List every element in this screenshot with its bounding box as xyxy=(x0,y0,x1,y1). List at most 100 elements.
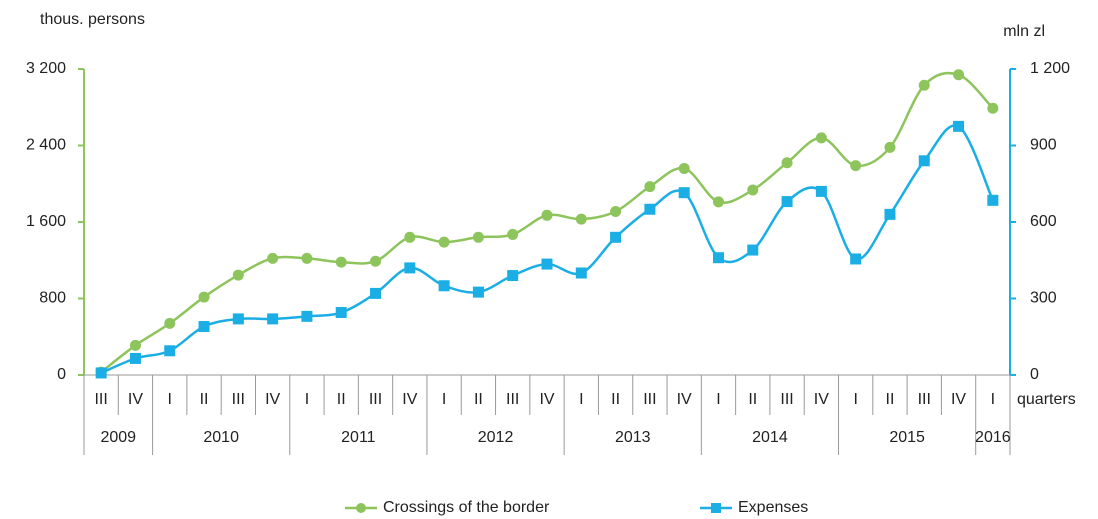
y-tick-label: 1 600 xyxy=(26,213,66,230)
point xyxy=(541,209,553,221)
x-tick-label: III xyxy=(506,391,519,408)
point xyxy=(198,321,210,333)
point xyxy=(884,141,896,153)
point xyxy=(507,270,519,282)
x-tick-label: IV xyxy=(677,391,692,408)
point xyxy=(232,313,244,325)
y-tick-label: 800 xyxy=(39,290,66,307)
x-tick-label: IV xyxy=(814,391,829,408)
point xyxy=(164,345,176,357)
x-tick-label: I xyxy=(305,391,309,408)
point xyxy=(129,352,141,364)
point xyxy=(815,185,827,197)
point xyxy=(850,253,862,265)
point xyxy=(438,236,450,248)
legend-label: Crossings of the border xyxy=(383,499,550,516)
x-tick-label: II xyxy=(611,391,620,408)
point xyxy=(472,231,484,243)
year-label: 2009 xyxy=(100,429,136,446)
year-label: 2013 xyxy=(615,429,651,446)
year-label: 2012 xyxy=(478,429,514,446)
point xyxy=(335,307,347,319)
point xyxy=(815,132,827,144)
x-tick-label: II xyxy=(748,391,757,408)
x-tick-label: III xyxy=(94,391,107,408)
legend-label: Expenses xyxy=(738,499,808,516)
x-tick-label: III xyxy=(232,391,245,408)
x-tick-label: II xyxy=(337,391,346,408)
legend-marker xyxy=(356,503,366,513)
x-tick-label: III xyxy=(918,391,931,408)
point xyxy=(335,256,347,268)
y2-tick-label: 600 xyxy=(1030,213,1057,230)
point xyxy=(678,162,690,174)
point xyxy=(987,194,999,206)
x-tick-label: II xyxy=(886,391,895,408)
y-tick-label: 2 400 xyxy=(26,137,66,154)
x-tick-label: IV xyxy=(951,391,966,408)
point xyxy=(781,157,793,169)
year-label: 2010 xyxy=(203,429,239,446)
x-tick-label: IV xyxy=(402,391,417,408)
y-tick-label: 0 xyxy=(57,366,66,383)
year-label: 2016 xyxy=(975,429,1011,446)
y2-tick-label: 900 xyxy=(1030,137,1057,154)
year-label: 2015 xyxy=(889,429,925,446)
point xyxy=(884,208,896,220)
point xyxy=(747,244,759,256)
x-tick-label: III xyxy=(643,391,656,408)
x-tick-label: I xyxy=(853,391,857,408)
x-tick-label: IV xyxy=(265,391,280,408)
point xyxy=(232,269,244,281)
point xyxy=(370,287,382,299)
y2-tick-label: 300 xyxy=(1030,290,1057,307)
point xyxy=(610,231,622,243)
x-tick-label: I xyxy=(716,391,720,408)
point xyxy=(301,252,313,264)
point xyxy=(370,255,382,267)
point xyxy=(301,310,313,322)
x-tick-label: III xyxy=(780,391,793,408)
x-tick-label: III xyxy=(369,391,382,408)
point xyxy=(644,203,656,215)
y2-tick-label: 1 200 xyxy=(1030,60,1070,77)
point xyxy=(438,280,450,292)
point xyxy=(781,196,793,208)
point xyxy=(678,187,690,199)
point xyxy=(712,196,724,208)
point xyxy=(541,258,553,270)
x-tick-label: I xyxy=(991,391,995,408)
x-tick-label: IV xyxy=(539,391,554,408)
x-tick-label: I xyxy=(168,391,172,408)
legend-marker xyxy=(711,503,721,513)
point xyxy=(267,252,279,264)
y-tick-label: 3 200 xyxy=(26,60,66,77)
point xyxy=(850,160,862,172)
x-tick-label: I xyxy=(579,391,583,408)
point xyxy=(644,181,656,193)
point xyxy=(953,69,965,81)
x-tick-label: I xyxy=(442,391,446,408)
x-axis-label: quarters xyxy=(1017,391,1076,408)
point xyxy=(472,286,484,298)
x-tick-label: IV xyxy=(128,391,143,408)
x-tick-label: II xyxy=(474,391,483,408)
point xyxy=(610,205,622,217)
point xyxy=(575,267,587,279)
point xyxy=(267,313,279,325)
point xyxy=(95,367,107,379)
x-tick-label: II xyxy=(200,391,209,408)
year-label: 2014 xyxy=(752,429,788,446)
point xyxy=(404,262,416,274)
point xyxy=(918,79,930,91)
point xyxy=(953,120,965,132)
y-axis-label: thous. persons xyxy=(40,11,145,28)
y2-tick-label: 0 xyxy=(1030,366,1039,383)
point xyxy=(129,339,141,351)
point xyxy=(918,155,930,167)
point xyxy=(507,228,519,240)
point xyxy=(164,317,176,329)
point xyxy=(747,184,759,196)
series-line xyxy=(100,71,994,374)
year-label: 2011 xyxy=(341,429,376,446)
